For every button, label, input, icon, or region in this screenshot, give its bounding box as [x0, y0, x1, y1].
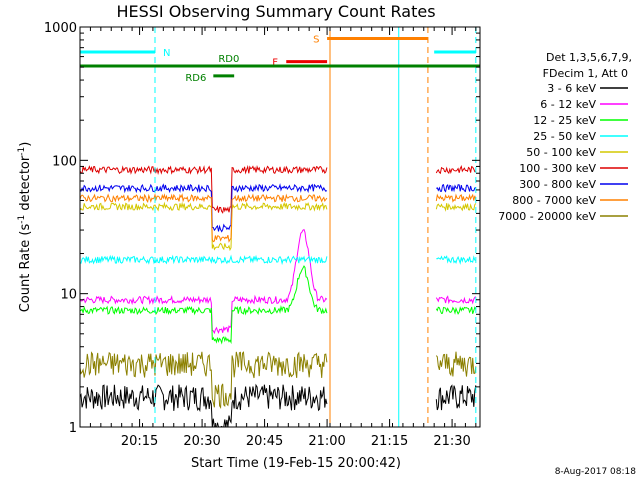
series-line-6	[79, 164, 477, 214]
legend-label-8: 800 - 7000 keV	[512, 194, 596, 207]
x-axis-label: Start Time (19-Feb-15 20:00:42)	[191, 456, 401, 471]
y-axis-label-sup1: -1	[17, 215, 27, 224]
series-line-2	[79, 228, 477, 335]
legend-label-7: 300 - 800 keV	[519, 178, 596, 191]
flag-label-rd0: RD0	[218, 54, 239, 65]
flag-label-f: F	[272, 58, 278, 69]
axis-layer: 1 10 100 1000 20:15 20:30 20:45 21:00 21:15 21:30	[44, 21, 480, 449]
series-line-8	[79, 192, 477, 243]
legend: Det 1,3,5,6,7,9, FDecim 1, Att 0 3 - 6 k…	[498, 51, 632, 223]
chart-title: HESSI Observing Summary Count Rates	[116, 2, 435, 21]
legend-label-2: 6 - 12 keV	[540, 98, 596, 111]
y-tick-label: 100	[52, 154, 77, 169]
legend-label-9: 7000 - 20000 keV	[498, 210, 596, 223]
series-line-5	[79, 201, 477, 252]
series-line-3	[79, 265, 477, 345]
marker-layer: N S F RD0 RD6	[79, 27, 480, 427]
x-tick-label: 21:00	[308, 434, 345, 449]
y-axis-label-end: )	[18, 142, 33, 147]
footer-timestamp: 8-Aug-2017 08:18	[555, 467, 637, 477]
legend-header-2: FDecim 1, Att 0	[543, 67, 628, 80]
y-axis-label-main: Count Rate (s	[18, 224, 33, 313]
x-tick-label: 21:15	[371, 434, 408, 449]
x-tick-label: 20:45	[246, 434, 283, 449]
flag-label-n: N	[163, 48, 170, 59]
series-layer	[79, 164, 477, 428]
y-axis-label: Count Rate (s-1 detector-1)	[17, 142, 33, 313]
y-tick-label: 1000	[44, 21, 77, 36]
y-axis-label-mid: detector	[18, 155, 33, 215]
flag-label-rd6: RD6	[185, 73, 206, 84]
series-line-9	[79, 351, 477, 410]
series-line-4	[79, 254, 476, 266]
y-tick-label: 1	[69, 421, 77, 436]
series-line-7	[79, 183, 477, 233]
x-tick-label: 20:30	[183, 434, 220, 449]
legend-label-4: 25 - 50 keV	[533, 130, 596, 143]
legend-header-1: Det 1,3,5,6,7,9,	[546, 51, 632, 64]
y-tick-label: 10	[60, 288, 77, 303]
legend-label-1: 3 - 6 keV	[547, 82, 596, 95]
legend-label-5: 50 - 100 keV	[526, 146, 596, 159]
legend-label-6: 100 - 300 keV	[519, 162, 596, 175]
flag-label-s: S	[313, 34, 319, 45]
plot-frame	[79, 26, 481, 428]
series-line-1	[79, 383, 477, 428]
x-tick-label: 21:30	[433, 434, 470, 449]
x-tick-label: 20:15	[121, 434, 158, 449]
y-axis-label-sup2: -1	[17, 147, 27, 156]
legend-label-3: 12 - 25 keV	[533, 114, 596, 127]
